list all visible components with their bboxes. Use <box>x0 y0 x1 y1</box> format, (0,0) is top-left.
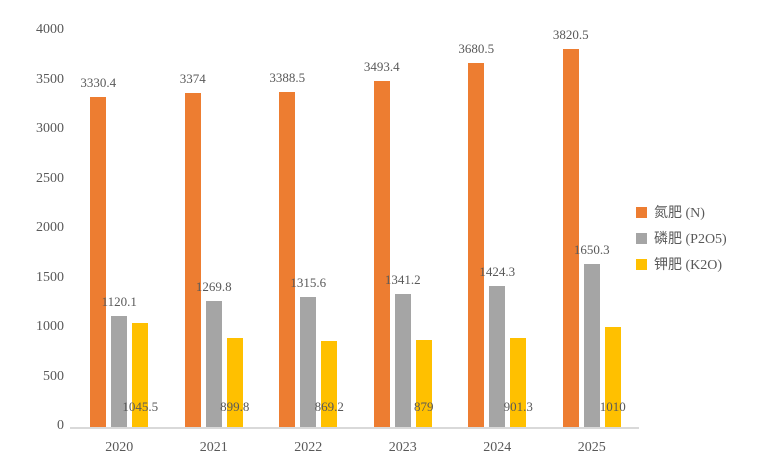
legend-item-potash: 钾肥 (K2O) <box>636 251 727 277</box>
legend-item-phosphate: 磷肥 (P2O5) <box>636 225 727 251</box>
bar-data-label: 3388.5 <box>269 70 306 85</box>
bar-data-label: 1341.2 <box>384 272 421 287</box>
legend: 氮肥 (N) 磷肥 (P2O5) 钾肥 (K2O) <box>636 199 727 277</box>
bar-data-label: 3680.5 <box>458 41 495 56</box>
bar-data-label: 1650.3 <box>573 242 610 257</box>
legend-swatch-potash <box>636 258 647 270</box>
bar-data-label: 901.3 <box>503 399 533 414</box>
bar-nitrogen-2022 <box>279 92 296 427</box>
x-axis-tick-label: 2023 <box>388 440 417 455</box>
x-axis-tick-label: 2022 <box>294 440 323 455</box>
bar-data-label: 1120.1 <box>101 294 137 309</box>
x-axis-tick-label: 2020 <box>105 440 134 455</box>
y-axis-tick-label: 0 <box>57 418 64 433</box>
bar-potash-2023 <box>415 340 432 427</box>
bar-data-label: 1424.3 <box>479 264 516 279</box>
bar-nitrogen-2023 <box>373 81 390 427</box>
bar-data-label: 899.8 <box>220 399 250 414</box>
x-axis-tick-label: 2021 <box>199 440 228 455</box>
bar-phosphate-2022 <box>300 297 317 427</box>
legend-label-nitrogen: 氮肥 (N) <box>654 206 705 221</box>
bar-potash-2021 <box>226 338 243 427</box>
y-axis-tick-label: 3500 <box>36 71 64 87</box>
bar-potash-2025 <box>604 327 621 427</box>
bar-data-label: 3330.4 <box>80 75 117 90</box>
legend-swatch-phosphate <box>636 232 647 244</box>
bar-potash-2024 <box>510 338 527 427</box>
bar-phosphate-2025 <box>583 264 600 427</box>
y-axis-tick-label: 1500 <box>36 269 64 285</box>
bar-nitrogen-2024 <box>468 63 485 427</box>
y-axis-tick-label: 3000 <box>36 121 64 136</box>
bar-nitrogen-2021 <box>184 93 201 427</box>
bar-phosphate-2021 <box>205 301 222 427</box>
bar-potash-2020 <box>132 323 149 427</box>
bar-phosphate-2023 <box>394 294 411 427</box>
x-axis-tick-label: 2024 <box>483 440 512 455</box>
bar-data-label: 879 <box>414 399 434 414</box>
bar-phosphate-2024 <box>489 286 506 427</box>
y-axis-tick-label: 2000 <box>36 220 64 235</box>
bar-data-label: 3493.4 <box>363 59 400 74</box>
bar-data-label: 1269.8 <box>195 279 232 294</box>
bar-phosphate-2020 <box>111 316 128 427</box>
bar-nitrogen-2025 <box>562 49 579 427</box>
bar-data-label: 1315.6 <box>290 275 327 290</box>
y-axis-tick-label: 2500 <box>36 170 64 186</box>
bar-data-label: 3820.5 <box>552 27 589 42</box>
x-axis-tick-label: 2025 <box>577 440 606 455</box>
legend-item-nitrogen: 氮肥 (N) <box>636 199 727 225</box>
y-axis-tick-label: 500 <box>43 368 64 384</box>
bar-data-label: 1045.5 <box>122 399 159 414</box>
bar-data-label: 869.2 <box>314 399 344 414</box>
legend-swatch-nitrogen <box>636 206 647 218</box>
bar-nitrogen-2020 <box>90 97 107 427</box>
y-axis-tick-label: 4000 <box>36 22 64 37</box>
x-axis-line <box>70 427 639 429</box>
legend-label-phosphate: 磷肥 (P2O5) <box>654 232 727 247</box>
bar-data-label: 3374 <box>179 71 206 86</box>
y-axis-tick-label: 1000 <box>36 319 64 334</box>
legend-label-potash: 钾肥 (K2O) <box>654 258 723 273</box>
bar-data-label: 1010 <box>599 399 626 414</box>
bar-potash-2022 <box>321 341 338 427</box>
